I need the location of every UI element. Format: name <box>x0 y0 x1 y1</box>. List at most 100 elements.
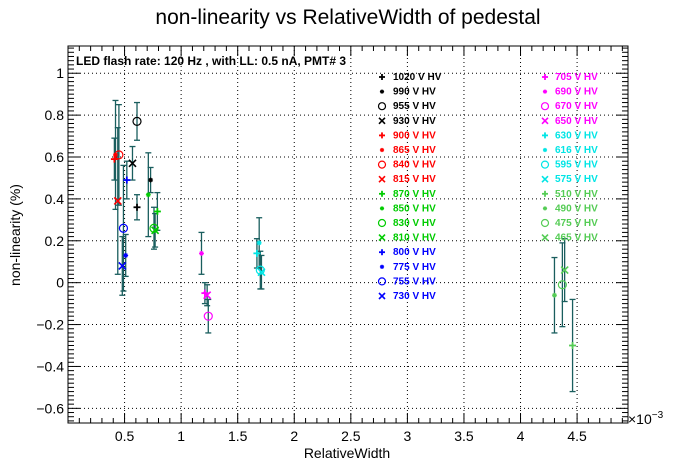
y-axis-label: non-linearity (%) <box>7 184 23 286</box>
data-point-13 <box>123 252 129 258</box>
legend-left-marker-9 <box>379 206 385 211</box>
legend-right-marker-7 <box>541 175 549 183</box>
data-point-8 <box>153 207 161 215</box>
y-tick-label-0: −0.6 <box>36 400 64 416</box>
legend-right-label-9: 490 V HV <box>555 203 598 214</box>
legend-right-label-0: 705 V HV <box>555 72 598 83</box>
legend-right-label-8: 510 V HV <box>555 189 598 200</box>
legend-right-marker-4 <box>542 132 548 139</box>
data-point-18 <box>203 311 213 321</box>
legend-left-label-14: 755 V HV <box>393 276 436 287</box>
legend-left-label-13: 775 V HV <box>393 262 436 273</box>
legend-left-label-0: 1020 V HV <box>393 72 442 83</box>
legend-left-marker-0 <box>379 74 385 80</box>
data-point-25 <box>552 292 557 298</box>
data-point-3 <box>128 159 137 168</box>
legend-left-marker-11 <box>378 234 386 242</box>
error-bar-6 <box>115 103 122 206</box>
legend-left-marker-4 <box>379 132 385 139</box>
x-tick-label-7: 4 <box>517 428 525 444</box>
data-point-15 <box>118 261 127 270</box>
data-point-14 <box>118 223 129 233</box>
legend-right-label-10: 475 V HV <box>555 218 598 229</box>
legend-right-marker-1 <box>542 89 548 94</box>
data-point-23 <box>257 268 266 277</box>
y-tick-label-3: 0 <box>56 275 64 291</box>
data-point-17 <box>199 250 204 256</box>
y-tick-label-4: 0.2 <box>45 233 65 249</box>
legend-left-marker-12 <box>379 249 385 256</box>
legend-left-label-4: 900 V HV <box>393 130 436 141</box>
legend-right-label-6: 595 V HV <box>555 160 598 171</box>
data-point-12 <box>123 176 131 184</box>
legend-left-marker-5 <box>379 147 385 153</box>
legend-right-marker-0 <box>542 74 548 80</box>
axis-ticks: 0.5 1 1.5 2 2.5 3 3.5 4 4.5 −0.6 −0.4 −0.2 0 0.2 0.4 0.… <box>36 46 628 444</box>
legend-left-marker-2 <box>377 102 387 111</box>
legend-left-label-12: 800 V HV <box>393 247 436 258</box>
data-point-7 <box>113 196 122 206</box>
data-point-9 <box>145 192 151 198</box>
legend-right-marker-3 <box>541 117 549 125</box>
legend-left-marker-10 <box>377 218 387 228</box>
legend-right-label-4: 630 V HV <box>555 130 598 141</box>
legend-right-label-7: 575 V HV <box>555 174 598 185</box>
data-point-6 <box>114 150 124 160</box>
data-point-27 <box>560 266 569 275</box>
legend-left-label-3: 930 V HV <box>393 116 436 127</box>
plot-border <box>67 45 629 424</box>
legend-left-marker-6 <box>377 160 387 169</box>
legend-left-label-10: 830 V HV <box>393 218 436 229</box>
x-tick-label-5: 3 <box>403 428 411 444</box>
chart-annotation: LED flash rate: 120 Hz , with LL: 0.5 nA… <box>76 54 346 68</box>
x-axis-exponent-power: −3 <box>652 410 664 421</box>
legend-left-marker-13 <box>379 264 385 269</box>
plot-frame <box>67 45 629 424</box>
y-tick-label-2: −0.2 <box>36 317 64 333</box>
data-point-19 <box>203 291 212 300</box>
legend-right-marker-9 <box>542 206 548 211</box>
legend-left-marker-7 <box>378 175 386 183</box>
data-point-20 <box>253 249 261 257</box>
x-tick-label-2: 1.5 <box>228 428 248 444</box>
error-bar-14 <box>120 164 127 292</box>
legend-right-label-1: 690 V HV <box>555 87 598 98</box>
legend-left-label-8: 870 V HV <box>393 189 436 200</box>
x-axis-exponent-base: ×10 <box>628 411 652 427</box>
data-point-24 <box>569 342 577 350</box>
legend-left-label-11: 810 V HV <box>393 233 436 244</box>
legend-left-label-1: 990 V HV <box>393 87 436 98</box>
y-tick-label-6: 0.6 <box>45 149 65 165</box>
chart-title: non-linearity vs RelativeWidth of pedest… <box>155 6 540 29</box>
legend-right-label-5: 616 V HV <box>555 145 598 156</box>
legend: 1020 V HV 990 V HV 955 V HV 930 V HV 900 V H… <box>377 72 598 302</box>
x-tick-label-8: 4.5 <box>567 428 587 444</box>
x-axis-label: RelativeWidth <box>304 445 390 461</box>
x-tick-label-4: 2.5 <box>341 428 361 444</box>
x-tick-label-1: 1 <box>177 428 185 444</box>
x-tick-label-3: 2 <box>290 428 298 444</box>
data-point-2 <box>132 116 142 127</box>
x-tick-label-6: 3.5 <box>454 428 474 444</box>
legend-left-label-6: 840 V HV <box>393 160 436 171</box>
legend-left-marker-1 <box>379 89 385 94</box>
data-point-1 <box>148 177 154 183</box>
legend-right-label-11: 465 V HV <box>555 233 598 244</box>
y-tick-label-7: 0.8 <box>45 107 65 123</box>
y-tick-label-5: 0.4 <box>45 191 65 207</box>
legend-right-marker-8 <box>542 190 548 197</box>
legend-left-marker-8 <box>379 190 385 197</box>
y-tick-label-1: −0.4 <box>36 358 64 374</box>
data-point-26 <box>557 280 567 290</box>
legend-right-label-3: 650 V HV <box>555 116 598 127</box>
legend-right-label-2: 670 V HV <box>555 101 598 112</box>
legend-right-marker-2 <box>540 102 550 111</box>
data-point-0 <box>133 203 141 211</box>
data-point-21 <box>256 240 262 246</box>
error-bar-2 <box>134 101 141 141</box>
legend-left-label-15: 730 V HV <box>393 291 436 302</box>
legend-left-marker-15 <box>378 292 386 300</box>
legend-left-label-5: 865 V HV <box>393 145 436 156</box>
